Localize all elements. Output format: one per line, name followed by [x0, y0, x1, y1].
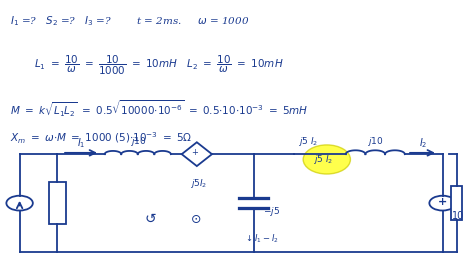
Text: +: + — [191, 148, 198, 157]
Text: $-j5$: $-j5$ — [263, 205, 280, 218]
Ellipse shape — [303, 145, 350, 174]
FancyBboxPatch shape — [451, 186, 463, 220]
Text: $\odot$: $\odot$ — [190, 213, 201, 226]
Text: 10: 10 — [452, 211, 465, 221]
Text: $I_2$: $I_2$ — [419, 136, 428, 150]
Text: $\circlearrowleft$: $\circlearrowleft$ — [143, 212, 158, 226]
Text: $M\ =\ k\sqrt{L_1 L_2}\ =\ 0.5\sqrt{10000{\cdot}10^{-6}}\ =\ 0.5{\cdot}10{\cdot}: $M\ =\ k\sqrt{L_1 L_2}\ =\ 0.5\sqrt{1000… — [10, 99, 308, 119]
Text: $L_1\ =\ \dfrac{10}{\omega}\ =\ \dfrac{10}{1000}\ =\ 10mH$$\quad L_2\ =\ \dfrac{: $L_1\ =\ \dfrac{10}{\omega}\ =\ \dfrac{1… — [34, 54, 283, 77]
Text: $\downarrow I_1 - I_2$: $\downarrow I_1 - I_2$ — [244, 232, 279, 245]
Text: +: + — [438, 197, 447, 207]
Text: $j5\ I_2$: $j5\ I_2$ — [313, 153, 333, 166]
Text: $j10$: $j10$ — [129, 135, 146, 148]
Text: $X_m\ =\ \omega{\cdot}M\ =\ 1000\ (5){\cdot}10^{-3}\ =\ 5\Omega$: $X_m\ =\ \omega{\cdot}M\ =\ 1000\ (5){\c… — [10, 130, 192, 146]
FancyBboxPatch shape — [49, 182, 66, 224]
Text: $I_1$: $I_1$ — [77, 136, 85, 150]
Text: $j5\ I_2$: $j5\ I_2$ — [299, 135, 319, 148]
Text: $j10$: $j10$ — [367, 135, 383, 148]
Text: $j5I_2$: $j5I_2$ — [190, 177, 207, 190]
Text: $I_1$ =?   $S_2$ =?   $I_3$ =?        t = 2ms.     $\omega$ = 1000: $I_1$ =? $S_2$ =? $I_3$ =? t = 2ms. $\om… — [10, 14, 249, 28]
